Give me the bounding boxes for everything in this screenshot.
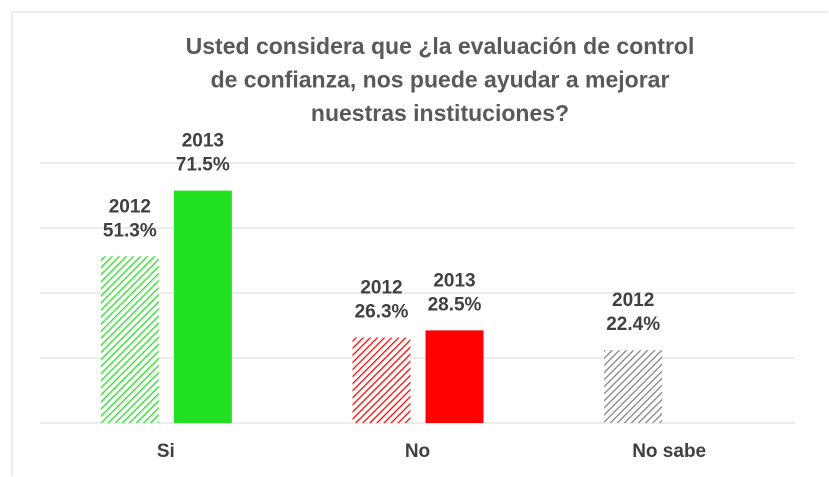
chart-title: Usted considera que ¿la evaluación de co… [186, 33, 695, 59]
x-tick-label: No [405, 441, 430, 462]
bar [352, 337, 411, 423]
bar [100, 256, 159, 423]
bar [173, 190, 232, 423]
data-label: 22.4% [606, 314, 660, 335]
x-tick-label: Si [157, 441, 175, 462]
bar [604, 350, 663, 423]
data-label: 71.5% [176, 155, 230, 176]
data-label: 26.3% [355, 302, 409, 323]
series-label: 2013 [433, 270, 475, 291]
series-label: 2013 [182, 131, 224, 152]
data-label: 28.5% [428, 294, 482, 315]
data-label: 51.3% [103, 220, 157, 241]
chart-title: nuestras instituciones? [311, 100, 569, 126]
chart-border [11, 11, 828, 476]
x-tick-label: No sabe [632, 441, 706, 462]
series-label: 2012 [360, 278, 402, 299]
chart-title: de confianza, nos puede ayudar a mejorar [211, 67, 670, 93]
series-label: 2012 [109, 196, 151, 217]
bar [425, 330, 484, 423]
series-label: 2012 [612, 290, 654, 311]
